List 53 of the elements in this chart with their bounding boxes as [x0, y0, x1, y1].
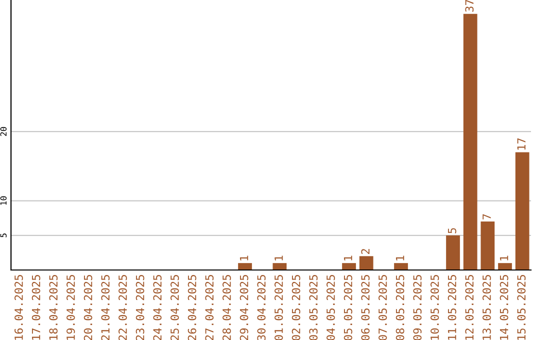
data-label: 1	[274, 256, 283, 260]
x-tick-label: 24.04.2025	[153, 275, 162, 340]
x-tick-label: 25.04.2025	[170, 275, 179, 340]
x-tick-label: 12.05.2025	[465, 275, 474, 340]
bar	[480, 222, 495, 270]
x-tick-label: 11.05.2025	[448, 275, 456, 340]
x-tick-label: 05.05.2025	[344, 275, 352, 340]
data-label: 7	[482, 214, 491, 220]
y-tick-label: 10	[0, 196, 7, 205]
x-tick-label: 07.05.2025	[378, 275, 387, 340]
x-tick-label: 10.05.2025	[430, 275, 439, 340]
x-tick-label: 03.05.2025	[309, 275, 318, 340]
x-tick-label: 15.05.2025	[517, 275, 526, 340]
bar	[272, 263, 287, 270]
data-label: 1	[396, 256, 404, 260]
bar	[342, 263, 356, 270]
x-tick-label: 08.05.2025	[396, 275, 404, 340]
data-label: 2	[361, 249, 370, 254]
x-tick-label: 18.04.2025	[49, 275, 58, 340]
x-tick-label: 16.04.2025	[14, 275, 23, 340]
x-tick-label: 22.04.2025	[118, 275, 127, 340]
bar	[515, 152, 530, 270]
x-tick-label: 20.04.2025	[84, 275, 92, 340]
y-tick-label: 20	[0, 127, 7, 136]
x-tick-label: 09.05.2025	[413, 275, 422, 340]
x-tick-label: 26.04.2025	[188, 275, 196, 340]
x-tick-label: 30.04.2025	[257, 275, 266, 340]
x-tick-label: 14.05.2025	[500, 275, 508, 340]
data-label: 1	[500, 256, 508, 260]
data-label: 37	[465, 0, 474, 12]
x-tick-label: 19.04.2025	[66, 275, 75, 340]
bar	[463, 14, 478, 270]
x-tick-label: 23.04.2025	[136, 275, 144, 340]
x-tick-label: 28.04.2025	[222, 275, 231, 340]
bar	[359, 256, 374, 270]
x-tick-label: 21.04.2025	[101, 275, 110, 340]
bar	[446, 235, 460, 270]
x-tick-label: 04.05.2025	[326, 275, 335, 340]
bar	[394, 263, 408, 270]
x-tick-label: 27.04.2025	[205, 275, 214, 340]
x-tick-label: 01.05.2025	[274, 275, 283, 340]
y-tick-label: 5	[0, 234, 7, 238]
bar	[498, 263, 512, 270]
x-tick-label: 02.05.2025	[292, 275, 300, 340]
x-tick-label: 13.05.2025	[482, 275, 491, 340]
x-tick-label: 29.04.2025	[240, 275, 248, 340]
bar	[238, 263, 252, 270]
data-label: 1	[344, 256, 352, 260]
data-label: 1	[240, 256, 248, 260]
data-label: 5	[448, 228, 456, 234]
x-tick-label: 17.04.2025	[32, 275, 40, 340]
data-label: 17	[517, 138, 526, 150]
x-tick-label: 06.05.2025	[361, 275, 370, 340]
